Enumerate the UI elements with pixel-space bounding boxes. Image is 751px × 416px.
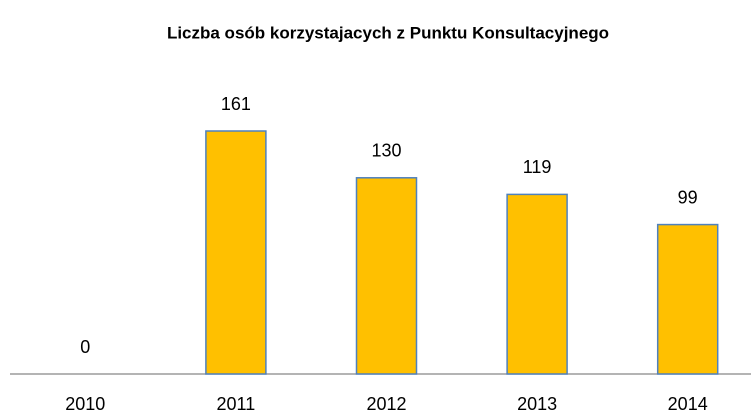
- data-label: 119: [523, 157, 552, 177]
- bar: [506, 193, 568, 375]
- data-label: 130: [371, 141, 401, 161]
- bar: [205, 130, 267, 375]
- bar: [355, 177, 418, 375]
- data-label: 99: [678, 187, 698, 207]
- x-tick-label: 2013: [517, 394, 557, 414]
- x-tick-label: 2010: [65, 394, 105, 414]
- x-tick-label: 2012: [366, 394, 406, 414]
- chart-title: Liczba osób korzystajacych z Punktu Kons…: [167, 23, 609, 42]
- x-tick-label: 2011: [217, 394, 256, 414]
- bar: [656, 223, 719, 375]
- data-label: 161: [221, 94, 251, 114]
- x-tick-label: 2014: [668, 394, 708, 414]
- data-label: 0: [80, 337, 90, 357]
